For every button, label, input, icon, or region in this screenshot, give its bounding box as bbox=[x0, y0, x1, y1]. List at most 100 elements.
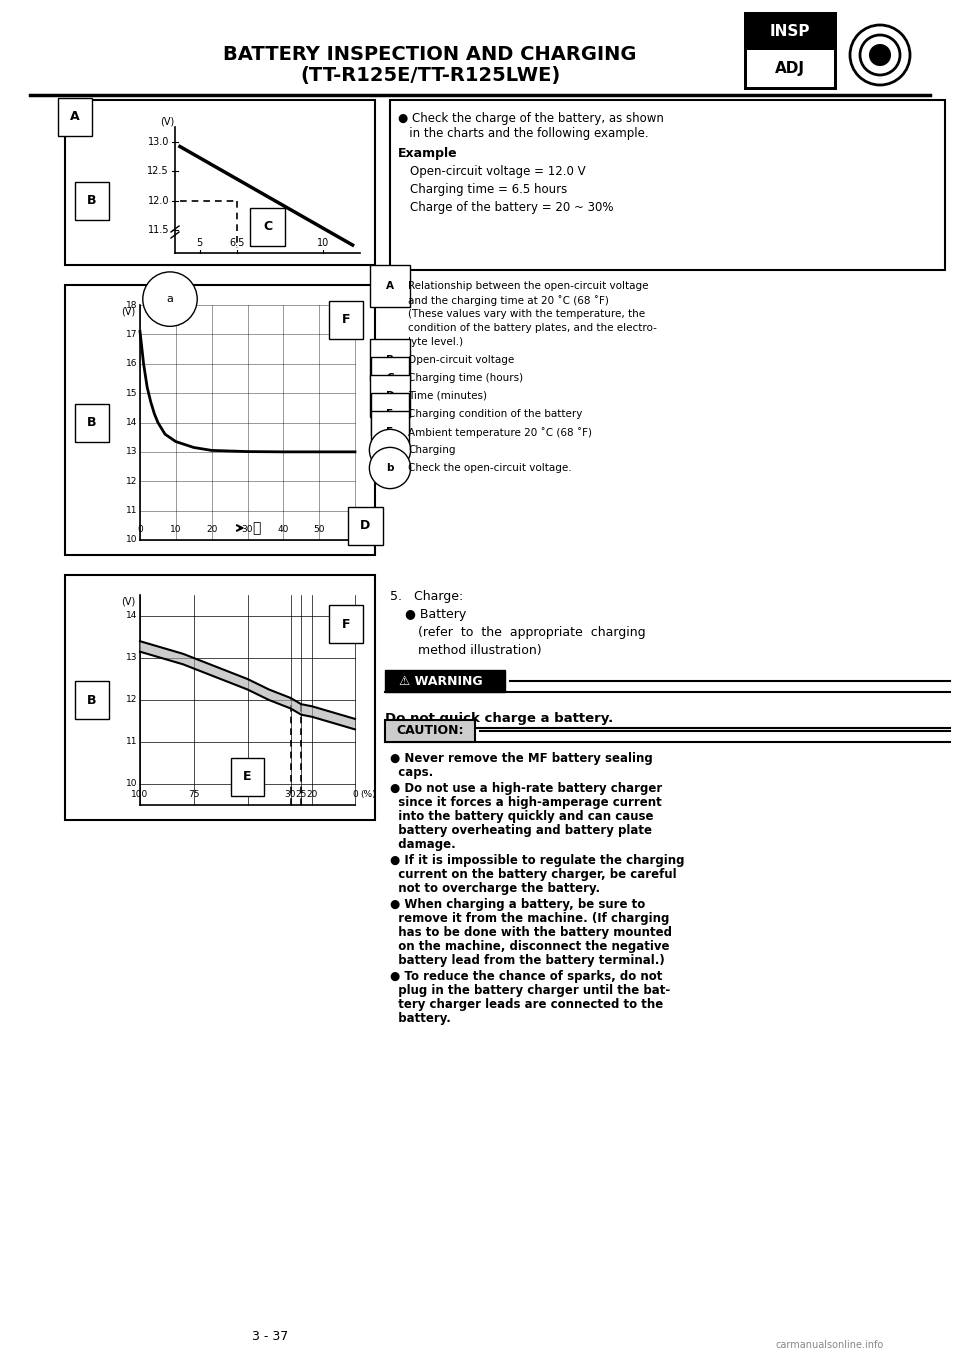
Bar bbox=[745, 14, 835, 88]
Circle shape bbox=[860, 35, 900, 75]
Text: ● Never remove the MF battery sealing: ● Never remove the MF battery sealing bbox=[390, 752, 653, 765]
Text: damage.: damage. bbox=[390, 838, 456, 851]
Text: F: F bbox=[342, 618, 350, 631]
Text: Open-circuit voltage = 12.0 V: Open-circuit voltage = 12.0 V bbox=[410, 166, 586, 178]
Text: 60: 60 bbox=[349, 526, 361, 534]
Text: 18: 18 bbox=[126, 300, 137, 310]
Text: not to overcharge the battery.: not to overcharge the battery. bbox=[390, 881, 600, 895]
Text: 25: 25 bbox=[296, 790, 307, 799]
Text: 6.5: 6.5 bbox=[229, 238, 245, 249]
Text: E: E bbox=[387, 409, 394, 420]
Text: 11: 11 bbox=[126, 737, 137, 747]
Text: tery charger leads are connected to the: tery charger leads are connected to the bbox=[390, 998, 663, 1010]
Text: 75: 75 bbox=[188, 790, 200, 799]
Text: 10: 10 bbox=[317, 238, 329, 249]
Text: battery.: battery. bbox=[390, 1012, 451, 1025]
Text: D: D bbox=[386, 391, 395, 401]
Text: B: B bbox=[386, 354, 394, 365]
Text: Charging time (hours): Charging time (hours) bbox=[408, 373, 523, 383]
Bar bbox=[385, 669, 505, 693]
Text: 12.5: 12.5 bbox=[148, 166, 169, 177]
Text: 11: 11 bbox=[126, 507, 137, 515]
Text: Relationship between the open-circuit voltage: Relationship between the open-circuit vo… bbox=[408, 281, 649, 291]
Text: 50: 50 bbox=[313, 526, 324, 534]
Text: 50: 50 bbox=[242, 790, 253, 799]
Text: ADJ: ADJ bbox=[775, 61, 805, 76]
Text: E: E bbox=[243, 770, 252, 784]
Text: 10: 10 bbox=[170, 526, 181, 534]
Text: 13.0: 13.0 bbox=[148, 137, 169, 147]
Text: F: F bbox=[387, 426, 394, 437]
Text: 17: 17 bbox=[126, 330, 137, 340]
Text: (These values vary with the temperature, the: (These values vary with the temperature,… bbox=[408, 310, 645, 319]
Text: B: B bbox=[87, 194, 97, 208]
Text: (V): (V) bbox=[121, 598, 135, 607]
Text: (V): (V) bbox=[121, 307, 135, 316]
Text: on the machine, disconnect the negative: on the machine, disconnect the negative bbox=[390, 940, 669, 953]
Text: a: a bbox=[167, 295, 174, 304]
Text: into the battery quickly and can cause: into the battery quickly and can cause bbox=[390, 809, 654, 823]
Text: Time (minutes): Time (minutes) bbox=[408, 391, 487, 401]
Text: A: A bbox=[70, 110, 80, 124]
Text: Ambient temperature 20 ˚C (68 ˚F): Ambient temperature 20 ˚C (68 ˚F) bbox=[408, 426, 592, 437]
Text: method illustration): method illustration) bbox=[418, 644, 541, 657]
Text: 14: 14 bbox=[126, 611, 137, 621]
Text: 14: 14 bbox=[126, 418, 137, 426]
Text: 16: 16 bbox=[126, 360, 137, 368]
Text: 10: 10 bbox=[126, 535, 137, 545]
Text: 3 - 37: 3 - 37 bbox=[252, 1329, 288, 1343]
Text: CAUTION:: CAUTION: bbox=[396, 725, 464, 737]
Text: Charging: Charging bbox=[408, 445, 455, 455]
Text: (TT-R125E/TT-R125LWE): (TT-R125E/TT-R125LWE) bbox=[300, 65, 560, 84]
Text: B: B bbox=[87, 416, 97, 429]
Text: 40: 40 bbox=[277, 526, 289, 534]
Text: b: b bbox=[386, 463, 394, 473]
Text: Charging condition of the battery: Charging condition of the battery bbox=[408, 409, 583, 420]
Text: ● Do not use a high-rate battery charger: ● Do not use a high-rate battery charger bbox=[390, 782, 662, 794]
Text: 10: 10 bbox=[126, 779, 137, 789]
Text: 30: 30 bbox=[242, 526, 253, 534]
Text: A: A bbox=[386, 281, 394, 291]
Text: ● Check the charge of the battery, as shown: ● Check the charge of the battery, as sh… bbox=[398, 111, 664, 125]
Bar bbox=[65, 285, 375, 555]
Text: B: B bbox=[87, 694, 97, 706]
Bar bbox=[745, 14, 835, 50]
Text: current on the battery charger, be careful: current on the battery charger, be caref… bbox=[390, 868, 677, 881]
Text: (V): (V) bbox=[160, 117, 175, 128]
Circle shape bbox=[850, 24, 910, 86]
Text: battery lead from the battery terminal.): battery lead from the battery terminal.) bbox=[390, 955, 664, 967]
Text: INSP: INSP bbox=[770, 24, 810, 39]
Text: lyte level.): lyte level.) bbox=[408, 337, 463, 348]
Text: 11.5: 11.5 bbox=[148, 225, 169, 235]
Bar bbox=[390, 100, 945, 270]
Text: remove it from the machine. (If charging: remove it from the machine. (If charging bbox=[390, 913, 669, 925]
Text: C: C bbox=[263, 220, 272, 234]
Text: (%): (%) bbox=[360, 790, 375, 799]
FancyBboxPatch shape bbox=[745, 14, 835, 88]
Text: ● If it is impossible to regulate the charging: ● If it is impossible to regulate the ch… bbox=[390, 854, 684, 866]
Text: caps.: caps. bbox=[390, 766, 433, 779]
Text: 13: 13 bbox=[126, 447, 137, 456]
Text: ⚠ WARNING: ⚠ WARNING bbox=[399, 675, 483, 687]
Text: 12: 12 bbox=[126, 695, 137, 705]
Text: condition of the battery plates, and the electro-: condition of the battery plates, and the… bbox=[408, 323, 657, 333]
Text: carmanualsonline.info: carmanualsonline.info bbox=[776, 1340, 884, 1350]
Text: 12.0: 12.0 bbox=[148, 196, 169, 206]
Text: Charging time = 6.5 hours: Charging time = 6.5 hours bbox=[410, 183, 567, 196]
Text: 100: 100 bbox=[132, 790, 149, 799]
Circle shape bbox=[870, 45, 890, 65]
Text: F: F bbox=[342, 314, 350, 326]
Polygon shape bbox=[140, 641, 355, 729]
Text: and the charging time at 20 ˚C (68 ˚F): and the charging time at 20 ˚C (68 ˚F) bbox=[408, 295, 609, 306]
Text: Open-circuit voltage: Open-circuit voltage bbox=[408, 354, 515, 365]
Text: in the charts and the following example.: in the charts and the following example. bbox=[398, 128, 649, 140]
Text: 12: 12 bbox=[126, 477, 137, 486]
Bar bbox=[65, 100, 375, 265]
Text: ● Battery: ● Battery bbox=[405, 608, 467, 621]
Text: battery overheating and battery plate: battery overheating and battery plate bbox=[390, 824, 652, 837]
Text: Example: Example bbox=[398, 147, 458, 160]
Text: 20: 20 bbox=[206, 526, 217, 534]
Text: Charge of the battery = 20 ~ 30%: Charge of the battery = 20 ~ 30% bbox=[410, 201, 613, 215]
Text: ● To reduce the chance of sparks, do not: ● To reduce the chance of sparks, do not bbox=[390, 970, 662, 983]
Text: Ⓑ: Ⓑ bbox=[252, 521, 261, 535]
